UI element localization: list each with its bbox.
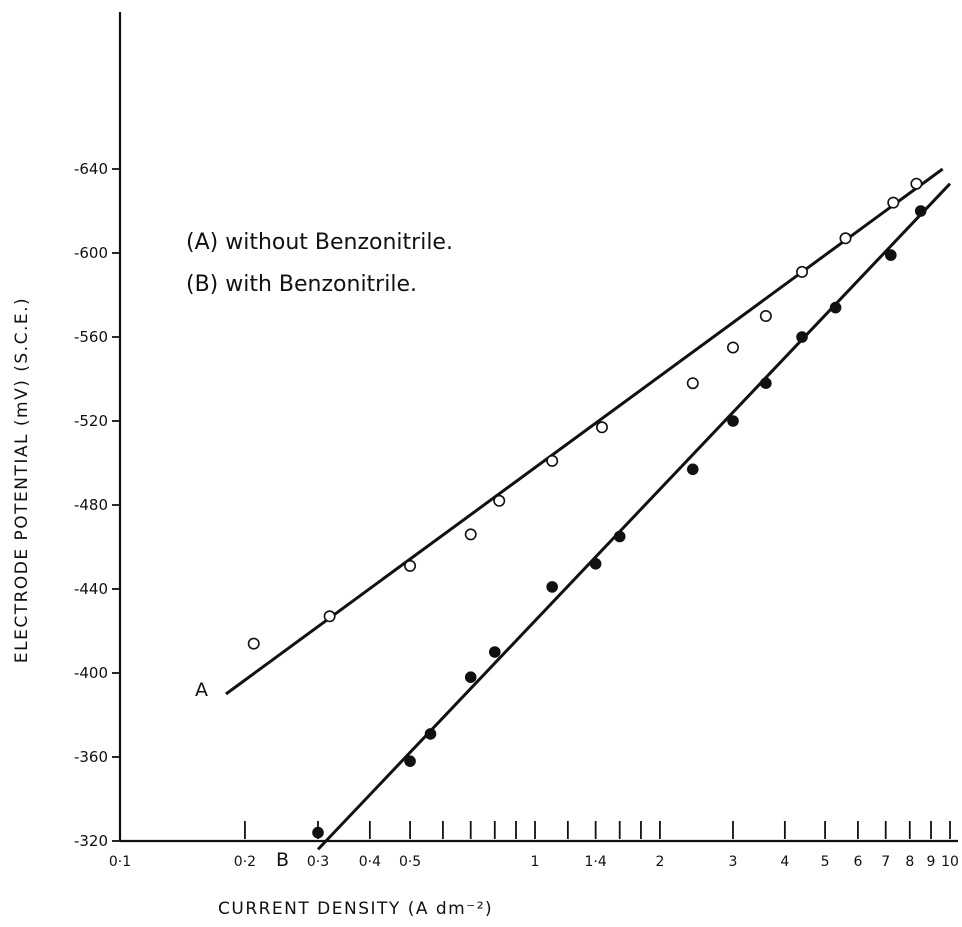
series-label-a: A [195, 679, 208, 701]
data-point-b [546, 581, 558, 593]
y-tick-label: -360 [74, 748, 108, 766]
data-point-b [613, 530, 626, 543]
axes [118, 12, 958, 843]
x-tick-label: 3 [729, 854, 738, 870]
y-ticks: -320 -360 -400 -440 -480 -520 -560 -600 -640 [74, 160, 120, 850]
series-label-b: B [276, 849, 289, 871]
data-point-b [424, 728, 437, 740]
data-point-b [884, 249, 897, 261]
x-tick-label: 1·4 [585, 854, 607, 870]
fit-line-a [225, 167, 944, 696]
data-point-a [404, 559, 417, 572]
data-point-b [312, 826, 324, 839]
y-tick-label: -400 [74, 664, 108, 682]
x-ticks [244, 821, 951, 839]
data-point-a [464, 528, 477, 541]
fit-lines [225, 167, 952, 851]
data-point-b [914, 205, 927, 217]
y-tick-label: -640 [74, 160, 108, 178]
legend-entry-a: (A) without Benzonitrile. [186, 230, 453, 255]
y-tick-label: -520 [74, 412, 108, 430]
data-point-a [247, 637, 260, 650]
data-point-a [796, 265, 809, 278]
legend-entry-b: (B) with Benzonitrile. [186, 272, 417, 297]
x-tick-label: 7 [881, 854, 890, 870]
data-point-a [493, 494, 506, 507]
x-tick-label: 0·1 [109, 854, 131, 870]
x-tick-label: 0·3 [307, 854, 329, 870]
x-axis-title: CURRENT DENSITY (A dm⁻²) [218, 899, 493, 919]
x-tick-label: 10 [941, 854, 959, 870]
x-tick-label: 5 [821, 854, 830, 870]
fit-line-b [316, 182, 952, 851]
x-tick-label: 9 [927, 854, 936, 870]
y-axis-title: ELECTRODE POTENTIAL (mV) (S.C.E.) [12, 297, 32, 663]
data-point-a [839, 232, 852, 245]
data-point-a [323, 610, 336, 623]
x-tick-label: 0·5 [399, 854, 421, 870]
data-point-b [760, 377, 772, 389]
x-tick-label: 4 [780, 854, 789, 870]
data-points [247, 177, 927, 839]
data-point-b [404, 755, 416, 767]
x-tick-label: 1 [531, 854, 540, 870]
y-tick-label: -480 [74, 496, 108, 514]
x-tick-label: 8 [905, 854, 914, 870]
data-point-a [759, 309, 772, 322]
data-point-b [796, 331, 808, 343]
data-point-a [686, 377, 699, 390]
y-tick-label: -440 [74, 580, 108, 598]
data-point-b [589, 557, 602, 570]
y-tick-label: -320 [74, 832, 108, 850]
data-point-a [727, 341, 740, 354]
x-tick-label: 2 [655, 854, 664, 870]
legend: (A) without Benzonitrile. (B) with Benzo… [186, 230, 453, 297]
x-tick-label: 6 [853, 854, 862, 870]
data-point-a [595, 421, 608, 434]
x-tick-label: 0·4 [359, 854, 381, 870]
data-point-b [464, 671, 477, 683]
x-tick-label: 0·2 [234, 854, 256, 870]
data-point-a [887, 196, 900, 209]
data-point-b [488, 646, 501, 658]
data-point-b [686, 463, 699, 476]
y-tick-label: -560 [74, 328, 108, 346]
y-tick-label: -600 [74, 244, 108, 262]
data-point-b [829, 301, 842, 314]
data-point-a [546, 454, 559, 467]
data-point-b [727, 415, 739, 427]
data-point-a [910, 177, 923, 190]
x-tick-labels: 0·1 0·2 0·3 0·4 0·5 1 1·4 2 3 4 5 6 7 8 9 10 [109, 854, 959, 870]
